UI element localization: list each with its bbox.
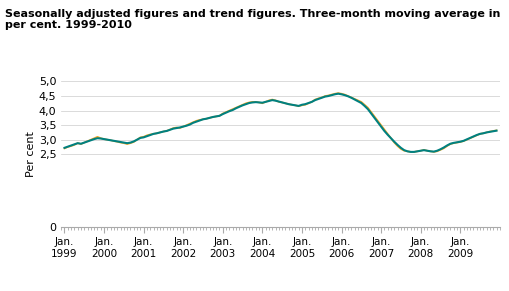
Seasonally adjusted	[493, 129, 499, 132]
Trend	[114, 140, 120, 143]
Line: Seasonally adjusted: Seasonally adjusted	[64, 93, 496, 152]
Line: Trend: Trend	[64, 94, 496, 152]
Legend: Seasonally adjusted, Trend: Seasonally adjusted, Trend	[162, 288, 398, 291]
Seasonally adjusted	[407, 150, 413, 154]
Seasonally adjusted	[114, 140, 120, 143]
Trend	[61, 146, 67, 150]
Trend	[413, 150, 419, 153]
Trend	[193, 120, 199, 123]
Seasonally adjusted	[193, 119, 199, 123]
Trend	[407, 150, 413, 154]
Trend	[334, 92, 341, 95]
Trend	[417, 149, 423, 152]
Seasonally adjusted	[206, 116, 212, 120]
Seasonally adjusted	[417, 149, 423, 152]
Seasonally adjusted	[334, 91, 341, 95]
Seasonally adjusted	[98, 136, 104, 140]
Seasonally adjusted	[413, 150, 419, 153]
Trend	[98, 137, 104, 140]
Trend	[206, 116, 212, 120]
Y-axis label: Per cent: Per cent	[26, 131, 36, 177]
Text: Seasonally adjusted figures and trend figures. Three-month moving average in
per: Seasonally adjusted figures and trend fi…	[5, 9, 499, 30]
Seasonally adjusted	[61, 147, 67, 150]
Trend	[493, 129, 499, 132]
